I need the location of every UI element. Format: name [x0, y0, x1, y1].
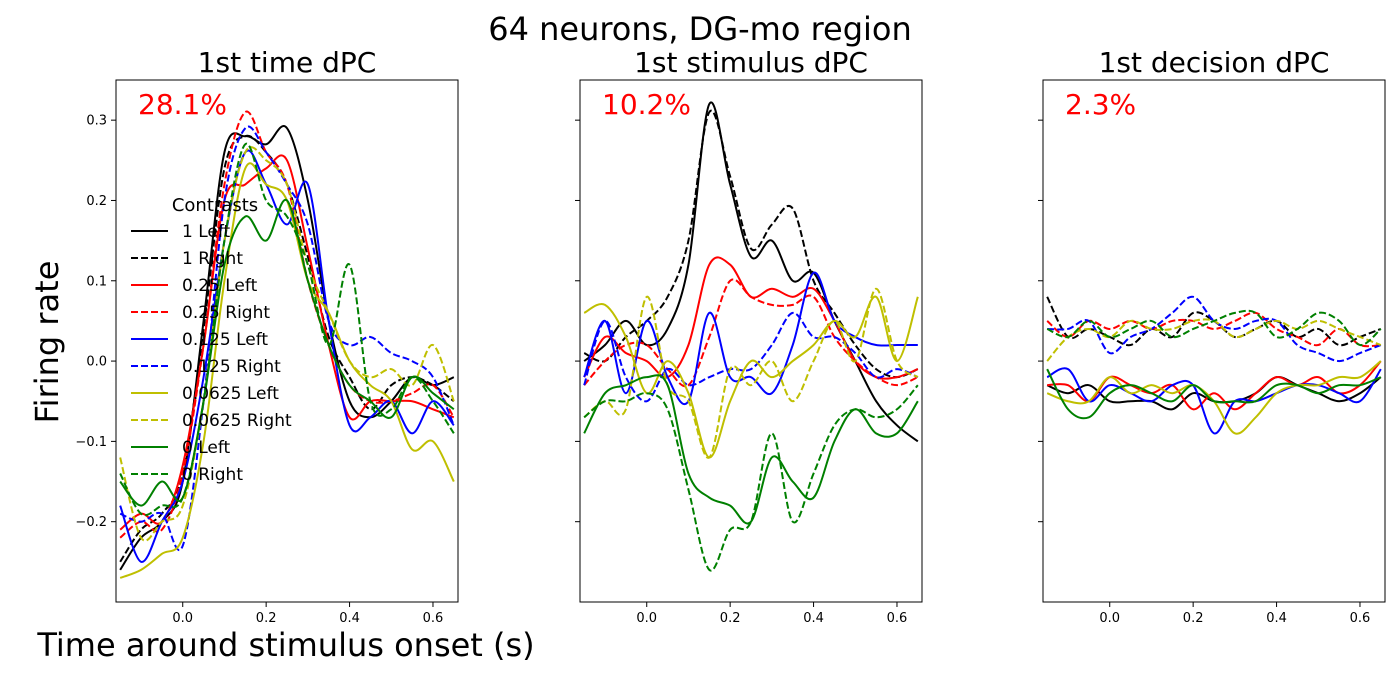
x-tick-label: 0.0: [1099, 611, 1120, 626]
series-line-0-125-right: [119, 125, 455, 551]
legend-entry-label: 0.25 Left: [182, 276, 258, 296]
series-line-0-25-right: [119, 110, 455, 539]
series-line-0-25-right: [1046, 311, 1381, 348]
legend-entry-label: 0.0625 Right: [182, 411, 292, 431]
plot-frame: [1042, 79, 1386, 603]
legend-title: Contrasts: [172, 195, 258, 216]
series-line-0-125-right: [1047, 295, 1382, 363]
x-tick-label: 0.6: [423, 611, 444, 626]
x-tick-label: 0.4: [1266, 611, 1287, 626]
legend-entry-label: 1 Left: [182, 222, 231, 242]
x-tick-label: 0.4: [803, 611, 824, 626]
x-tick-label: 0.2: [720, 611, 741, 626]
series-line-0-left: [119, 199, 455, 507]
plot-frame: [115, 79, 459, 603]
legend-entry-label: 0 Left: [182, 438, 231, 458]
series-line-1-right: [583, 109, 919, 379]
series-line-0-0625-right: [583, 287, 919, 459]
legend-entry-label: 0 Right: [182, 465, 243, 485]
panel-1: 0.0 0.2 0.4 0.6 −0.2 −0.1 0.0 0.1 0.2 0.3 1st time…: [75, 46, 459, 626]
series-group: [583, 101, 919, 572]
legend-entry-label: 0.25 Right: [182, 303, 270, 323]
x-axis-label: Time around stimulus onset (s): [36, 626, 534, 664]
panel-3: 0.0 0.2 0.4 0.6 1st decision dPC 2.3%: [1038, 46, 1386, 626]
x-tick-label: 0.6: [1350, 611, 1371, 626]
legend-entry-label: 1 Right: [182, 249, 243, 269]
series-line-0-25-right: [583, 278, 919, 388]
series-line-0-right: [583, 384, 919, 572]
x-tick-label: 0.2: [1183, 611, 1204, 626]
series-line-0-0625-right: [1046, 318, 1382, 362]
x-tick-label: 0.6: [887, 611, 908, 626]
series-line-0-left: [1046, 368, 1382, 420]
y-tick-label: −0.1: [75, 435, 107, 450]
explained-variance-label: 2.3%: [1065, 88, 1136, 121]
x-tick-label: 0.0: [172, 611, 193, 626]
legend-entry-label: 0.125 Left: [182, 330, 268, 350]
explained-variance-label: 10.2%: [602, 88, 691, 121]
legend-entry-label: 0.125 Right: [182, 357, 281, 377]
series-line-0-25-left: [119, 154, 455, 531]
series-group: [119, 110, 455, 579]
series-line-0-left: [583, 374, 919, 525]
figure-suptitle: 64 neurons, DG-mo region: [488, 10, 912, 48]
y-tick-label: 0.0: [86, 355, 107, 370]
y-axis-label: Firing rate: [28, 261, 66, 424]
y-tick-label: −0.2: [75, 515, 107, 530]
legend: Contrasts 1 Left 1 Right 0.25 Left 0.25 Righ…: [131, 195, 292, 485]
series-line-0-125-right: [583, 311, 919, 403]
y-tick-label: 0.1: [86, 274, 107, 289]
x-tick-label: 0.0: [636, 611, 657, 626]
x-tick-label: 0.2: [256, 611, 277, 626]
series-line-0-125-left: [1046, 367, 1382, 435]
explained-variance-label: 28.1%: [138, 88, 227, 121]
series-line-0-0625-right: [119, 146, 455, 542]
plot-frame: [579, 79, 923, 603]
y-tick-label: 0.2: [86, 194, 107, 209]
series-line-1-left: [119, 125, 455, 571]
series-line-1-right: [1046, 296, 1382, 347]
panel-title: 1st time dPC: [198, 46, 377, 79]
panel-2: 0.0 0.2 0.4 0.6 1st stimulus dPC 10.2%: [575, 46, 923, 626]
series-line-0-125-left: [119, 149, 455, 563]
x-tick-label: 0.4: [339, 611, 360, 626]
panel-title: 1st stimulus dPC: [634, 46, 868, 79]
legend-entry-label: 0.0625 Left: [182, 384, 279, 404]
series-line-0-0625-left: [119, 162, 455, 579]
series-line-0-0625-left: [583, 295, 919, 459]
y-tick-label: 0.3: [86, 114, 107, 129]
series-group: [1046, 295, 1382, 435]
series-line-0-right: [119, 143, 455, 517]
panel-title: 1st decision dPC: [1099, 46, 1330, 79]
series-line-0-right: [1046, 309, 1382, 347]
